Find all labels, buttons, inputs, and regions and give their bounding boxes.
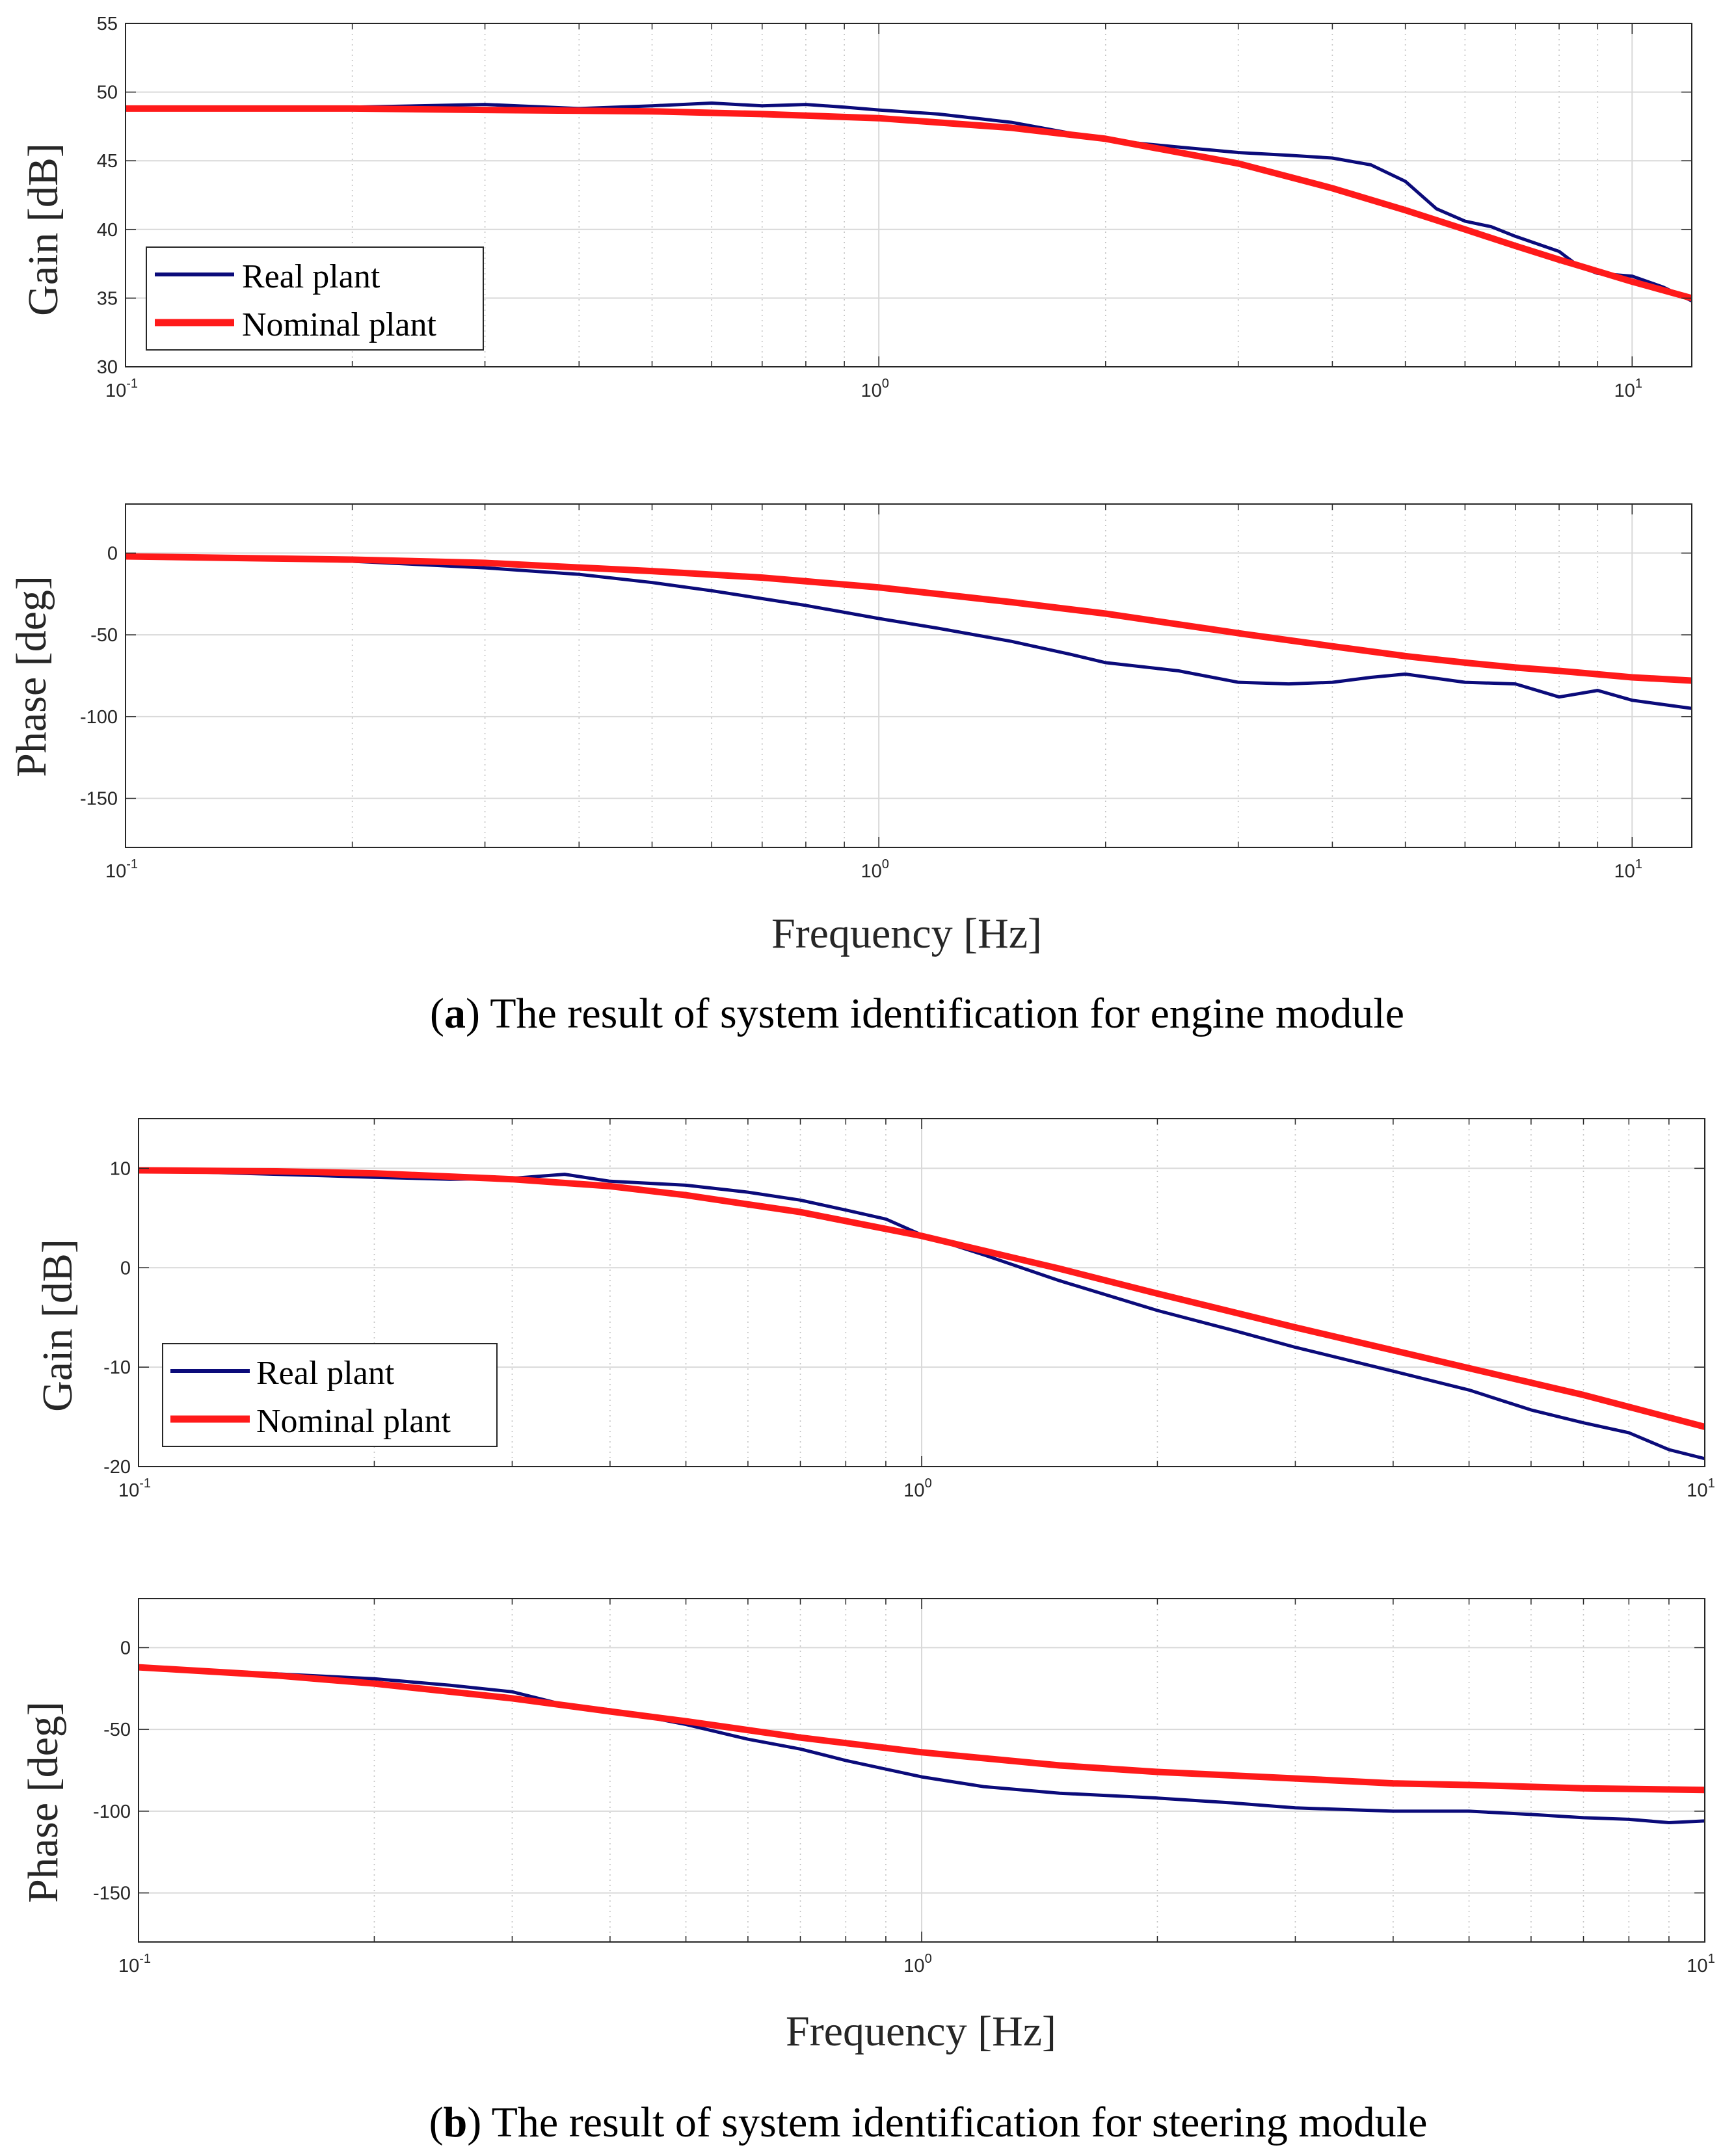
y-tick-label: -100 (93, 1802, 131, 1822)
y-tick-label: 40 (97, 220, 118, 241)
legend-box-b (162, 1343, 498, 1447)
caption-a-text: The result of system identification for … (480, 990, 1404, 1037)
x-tick-base: 10 (861, 861, 881, 882)
x-tick-base: 10 (105, 380, 126, 401)
caption-a-letter: a (444, 990, 466, 1037)
y-tick-label: -50 (90, 625, 118, 646)
y-tick-label: 10 (110, 1158, 131, 1179)
legend-label-nominal-a: Nominal plant (242, 306, 437, 343)
x-tick-base: 10 (105, 861, 126, 882)
y-tick-label: -150 (80, 789, 118, 810)
x-tick-exponent: 1 (1708, 1952, 1715, 1966)
x-tick-exponent: -1 (126, 377, 138, 391)
x-tick-label: 101 (1614, 377, 1642, 401)
legend-box-a (146, 246, 484, 351)
x-tick-label: 10-1 (118, 1476, 151, 1501)
x-tick-exponent: 0 (925, 1476, 932, 1491)
axes-box-a-gain (125, 23, 1692, 367)
caption-a: (a) The result of system identification … (430, 990, 1404, 1037)
y-tick-label: 35 (97, 288, 118, 309)
y-tick-label: 0 (120, 1258, 131, 1279)
legend-label-nominal-b: Nominal plant (256, 1403, 451, 1440)
series-nominal-plant-a-gain (126, 105, 1692, 302)
x-tick-base: 10 (118, 1956, 139, 1976)
x-tick-base: 10 (1687, 1956, 1707, 1976)
x-tick-label: 101 (1687, 1476, 1715, 1501)
x-tick-label: 10-1 (105, 377, 138, 401)
xlabel-a: Frequency [Hz] (771, 910, 1042, 957)
caption-b-text: The result of system identification for … (481, 2099, 1427, 2146)
series-nominal-plant-b-phase (139, 1664, 1705, 1794)
x-tick-exponent: -1 (139, 1476, 151, 1491)
x-tick-label: 10-1 (105, 857, 138, 882)
series-nominal-plant-b-gain (139, 1167, 1705, 1430)
x-tick-exponent: 0 (882, 857, 889, 871)
y-tick-label: 55 (97, 14, 118, 34)
legend-label-real-b: Real plant (256, 1355, 395, 1392)
x-tick-exponent: 0 (925, 1952, 932, 1966)
y-tick-label: 45 (97, 151, 118, 172)
ylabel-a-phase: Phase [deg] (8, 576, 55, 777)
x-tick-label: 10-1 (118, 1952, 151, 1976)
x-tick-label: 100 (903, 1476, 931, 1501)
ylabel-b-gain: Gain [dB] (34, 1239, 81, 1412)
x-tick-label: 100 (861, 377, 888, 401)
y-tick-label: -150 (93, 1883, 131, 1904)
series-real-plant-a-gain (126, 101, 1692, 303)
y-tick-label: 0 (120, 1638, 131, 1658)
x-tick-exponent: -1 (126, 857, 138, 871)
series-real-plant-a-phase (126, 555, 1692, 710)
y-tick-label: -20 (103, 1457, 131, 1478)
x-tick-exponent: 1 (1635, 857, 1642, 871)
x-tick-base: 10 (903, 1480, 924, 1501)
y-tick-label: -10 (103, 1357, 131, 1378)
x-tick-base: 10 (1614, 380, 1635, 401)
series-nominal-plant-a-phase (126, 553, 1692, 684)
y-tick-label: 30 (97, 357, 118, 378)
legend-b: Real plant Nominal plant (162, 1343, 498, 1447)
x-tick-base: 10 (1687, 1480, 1707, 1501)
x-tick-base: 10 (861, 380, 881, 401)
ylabel-a-gain: Gain [dB] (20, 143, 67, 316)
x-tick-label: 100 (861, 857, 888, 882)
series-real-plant-b-phase (139, 1666, 1705, 1824)
y-tick-label: -50 (103, 1720, 131, 1740)
axes-box-a-phase (125, 503, 1692, 848)
caption-b-letter: b (444, 2099, 468, 2146)
x-tick-label: 100 (903, 1952, 931, 1976)
x-tick-exponent: -1 (139, 1952, 151, 1966)
xlabel-b: Frequency [Hz] (786, 2008, 1056, 2055)
y-tick-label: 50 (97, 83, 118, 103)
x-tick-label: 101 (1687, 1952, 1715, 1976)
caption-b: (b) The result of system identification … (429, 2099, 1428, 2146)
legend-a: Real plant Nominal plant (146, 246, 484, 351)
y-tick-label: -100 (80, 707, 118, 728)
x-tick-base: 10 (118, 1480, 139, 1501)
x-tick-exponent: 0 (882, 377, 889, 391)
x-tick-base: 10 (1614, 861, 1635, 882)
x-tick-exponent: 1 (1708, 1476, 1715, 1491)
y-tick-label: 0 (107, 543, 118, 564)
x-tick-label: 101 (1614, 857, 1642, 882)
x-tick-exponent: 1 (1635, 377, 1642, 391)
x-tick-base: 10 (903, 1956, 924, 1976)
legend-label-real-a: Real plant (242, 258, 381, 295)
ylabel-b-phase: Phase [deg] (20, 1701, 67, 1903)
